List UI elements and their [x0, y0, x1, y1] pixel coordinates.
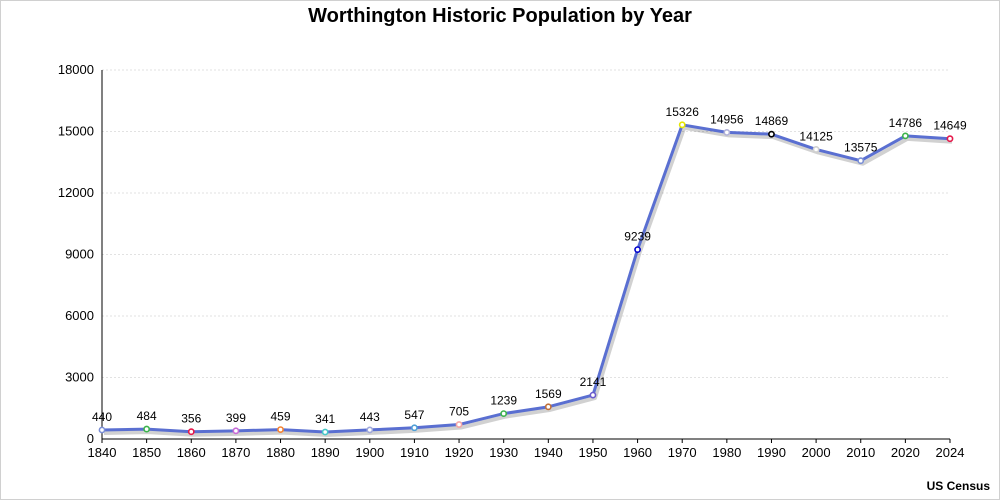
data-point: [946, 135, 954, 143]
data-point: [321, 428, 329, 436]
y-tick-label: 0: [87, 431, 94, 446]
data-point: [411, 424, 418, 432]
data-point: [232, 427, 240, 435]
data-label: 547: [404, 408, 424, 422]
x-tick-label: 2000: [802, 445, 831, 460]
data-label: 356: [181, 412, 201, 426]
x-tick-label: 1870: [221, 445, 250, 460]
data-label: 440: [92, 410, 112, 424]
x-tick-label: 1950: [578, 445, 607, 460]
y-tick-label: 3000: [65, 370, 94, 385]
x-tick-label: 1910: [400, 445, 429, 460]
data-point: [901, 132, 909, 140]
x-tick-label: 1960: [623, 445, 652, 460]
data-point: [634, 246, 641, 254]
data-point: [143, 425, 151, 433]
data-label: 399: [226, 411, 246, 425]
x-tick-label: 1850: [132, 445, 161, 460]
x-tick-label: 1970: [668, 445, 697, 460]
data-label: 14869: [755, 114, 789, 128]
y-tick-label: 15000: [58, 124, 94, 139]
data-label: 705: [449, 405, 469, 419]
data-point: [366, 426, 374, 434]
series-line: [101, 123, 951, 434]
data-label: 341: [315, 412, 335, 426]
data-point: [857, 157, 865, 165]
x-tick-label: 1940: [534, 445, 563, 460]
data-label: 13575: [844, 141, 878, 155]
data-point: [678, 121, 686, 129]
y-tick-label: 6000: [65, 308, 94, 323]
x-tick-label: 1890: [311, 445, 340, 460]
x-tick-label: 2010: [846, 445, 875, 460]
chart-title: Worthington Historic Population by Year: [308, 5, 692, 27]
data-point: [768, 130, 775, 138]
data-point: [500, 410, 508, 418]
y-tick-label: 18000: [58, 62, 94, 77]
x-tick-label: 1930: [489, 445, 518, 460]
data-label: 2141: [580, 375, 607, 389]
data-point: [812, 146, 820, 153]
series-line-shadow: [103, 125, 953, 438]
x-tick-label: 1860: [177, 445, 206, 460]
data-label: 459: [271, 410, 291, 424]
data-label: 443: [360, 410, 380, 424]
data-point: [455, 421, 463, 428]
source-label: US Census: [926, 479, 990, 493]
x-tick-label: 2020: [891, 445, 920, 460]
data-label: 1239: [490, 394, 517, 408]
x-tick-label: 1920: [445, 445, 474, 460]
data-point: [589, 391, 597, 399]
x-tick-label: 1900: [355, 445, 384, 460]
data-label: 14649: [933, 119, 967, 133]
data-point: [98, 426, 106, 434]
data-label: 9239: [624, 230, 651, 244]
data-label: 14956: [710, 112, 744, 126]
y-tick-label: 12000: [58, 185, 94, 200]
data-label: 1569: [535, 387, 562, 401]
x-tick-label: 1990: [757, 445, 786, 460]
x-tick-label: 2024: [936, 445, 965, 460]
x-tick-label: 1980: [712, 445, 741, 460]
data-label: 14786: [889, 116, 923, 130]
data-point: [723, 129, 731, 136]
data-point: [187, 428, 195, 436]
data-point: [277, 426, 284, 433]
x-tick-label: 1840: [88, 445, 117, 460]
data-point: [544, 403, 552, 411]
x-tick-label: 1880: [266, 445, 295, 460]
data-label: 15326: [666, 105, 700, 119]
y-tick-label: 9000: [65, 247, 94, 262]
data-label: 14125: [799, 129, 833, 143]
data-label: 484: [137, 409, 157, 423]
